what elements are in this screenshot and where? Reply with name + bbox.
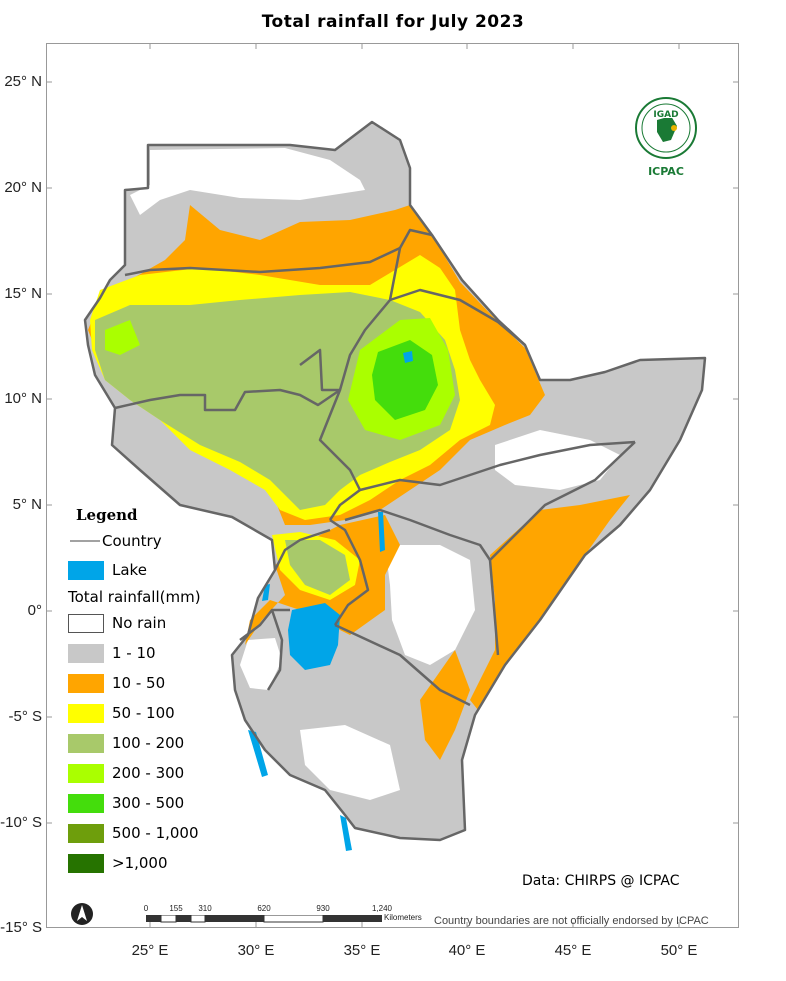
lat-label-5s: -5° S (8, 708, 42, 725)
region-no-rain-tanzania (300, 725, 400, 800)
lat-label-15s: -15° S (0, 919, 42, 936)
lon-label-30e: 30° E (237, 942, 275, 959)
north-arrow (70, 902, 94, 931)
boundary-disclaimer: Country boundaries are not officially en… (434, 915, 709, 927)
class-swatch (68, 704, 104, 723)
lat-label-15n: 15° N (4, 285, 42, 302)
region-no-rain-drc (240, 638, 282, 690)
class-label: 50 - 100 (112, 704, 175, 722)
class-swatch (68, 644, 104, 663)
lake-victoria (288, 603, 340, 670)
class-swatch (68, 734, 104, 753)
class-label: 1 - 10 (112, 644, 156, 662)
region-10-50-coast (420, 650, 470, 760)
region-10-50-somalia (470, 495, 630, 710)
class-label: No rain (112, 614, 167, 632)
logo-bottom-text: ICPAC (648, 165, 684, 178)
graticule-ticks (46, 43, 739, 928)
scale-tick-label: 310 (198, 904, 212, 913)
scale-tick-label: 1,240 (371, 904, 393, 913)
map-title: Total rainfall for July 2023 (261, 12, 525, 32)
region-300-500-ethiopia (372, 340, 438, 420)
class-swatch (68, 824, 104, 843)
scale-tick-label: 0 (143, 904, 149, 913)
region-no-rain-north (130, 148, 365, 215)
legend-lake-label: Lake (112, 561, 147, 579)
lon-label-25e: 25° E (131, 942, 169, 959)
legend-rainfall-heading: Total rainfall(mm) (68, 588, 201, 606)
class-label: 100 - 200 (112, 734, 185, 752)
class-label: >1,000 (112, 854, 168, 872)
scale-bar-graphic (146, 915, 382, 923)
class-label: 300 - 500 (112, 794, 185, 812)
lake-swatch (68, 561, 104, 580)
lon-label-45e: 45° E (554, 942, 592, 959)
lat-label-0: 0° (27, 602, 42, 619)
lat-label-10n: 10° N (4, 390, 42, 407)
legend-heading: Legend (76, 506, 138, 524)
legend-country: Country (68, 532, 162, 555)
class-swatch (68, 614, 104, 633)
lon-label-35e: 35° E (343, 942, 381, 959)
north-arrow-icon (71, 903, 93, 925)
class-swatch (68, 674, 104, 693)
class-label: 200 - 300 (112, 764, 185, 782)
region-200-300-west (105, 320, 140, 355)
data-credit: Data: CHIRPS @ ICPAC (522, 873, 680, 889)
legend-country-label: Country (102, 532, 162, 550)
lon-label-40e: 40° E (448, 942, 486, 959)
region-100-200-uganda (285, 540, 350, 595)
class-label: 10 - 50 (112, 674, 166, 692)
country-line-icon (70, 540, 100, 542)
class-swatch (68, 764, 104, 783)
class-label: 500 - 1,000 (112, 824, 199, 842)
lon-label-50e: 50° E (660, 942, 698, 959)
lat-label-25n: 25° N (4, 73, 42, 90)
igad-emblem-icon: IGAD (635, 97, 697, 159)
class-swatch (68, 854, 104, 873)
class-swatch (68, 794, 104, 813)
map-frame (46, 43, 739, 928)
scale-unit: Kilometers (384, 913, 422, 922)
lat-label-5n: 5° N (12, 496, 42, 513)
region-no-rain-kenya (385, 545, 475, 665)
lake-turkana (378, 512, 385, 552)
logo-top-text: IGAD (653, 110, 678, 120)
scale-tick-label: 930 (316, 904, 330, 913)
country-borders (83, 120, 707, 842)
lake-malawi (340, 815, 352, 851)
lake-albert (262, 584, 270, 601)
lake-tanganyika (248, 730, 268, 777)
lat-label-20n: 20° N (4, 179, 42, 196)
lake-tana (403, 351, 413, 363)
scale-tick-label: 155 (169, 904, 183, 913)
scale-tick-label: 620 (257, 904, 271, 913)
icpac-logo: IGAD ICPAC (629, 96, 703, 178)
lat-label-10s: -10° S (0, 814, 42, 831)
